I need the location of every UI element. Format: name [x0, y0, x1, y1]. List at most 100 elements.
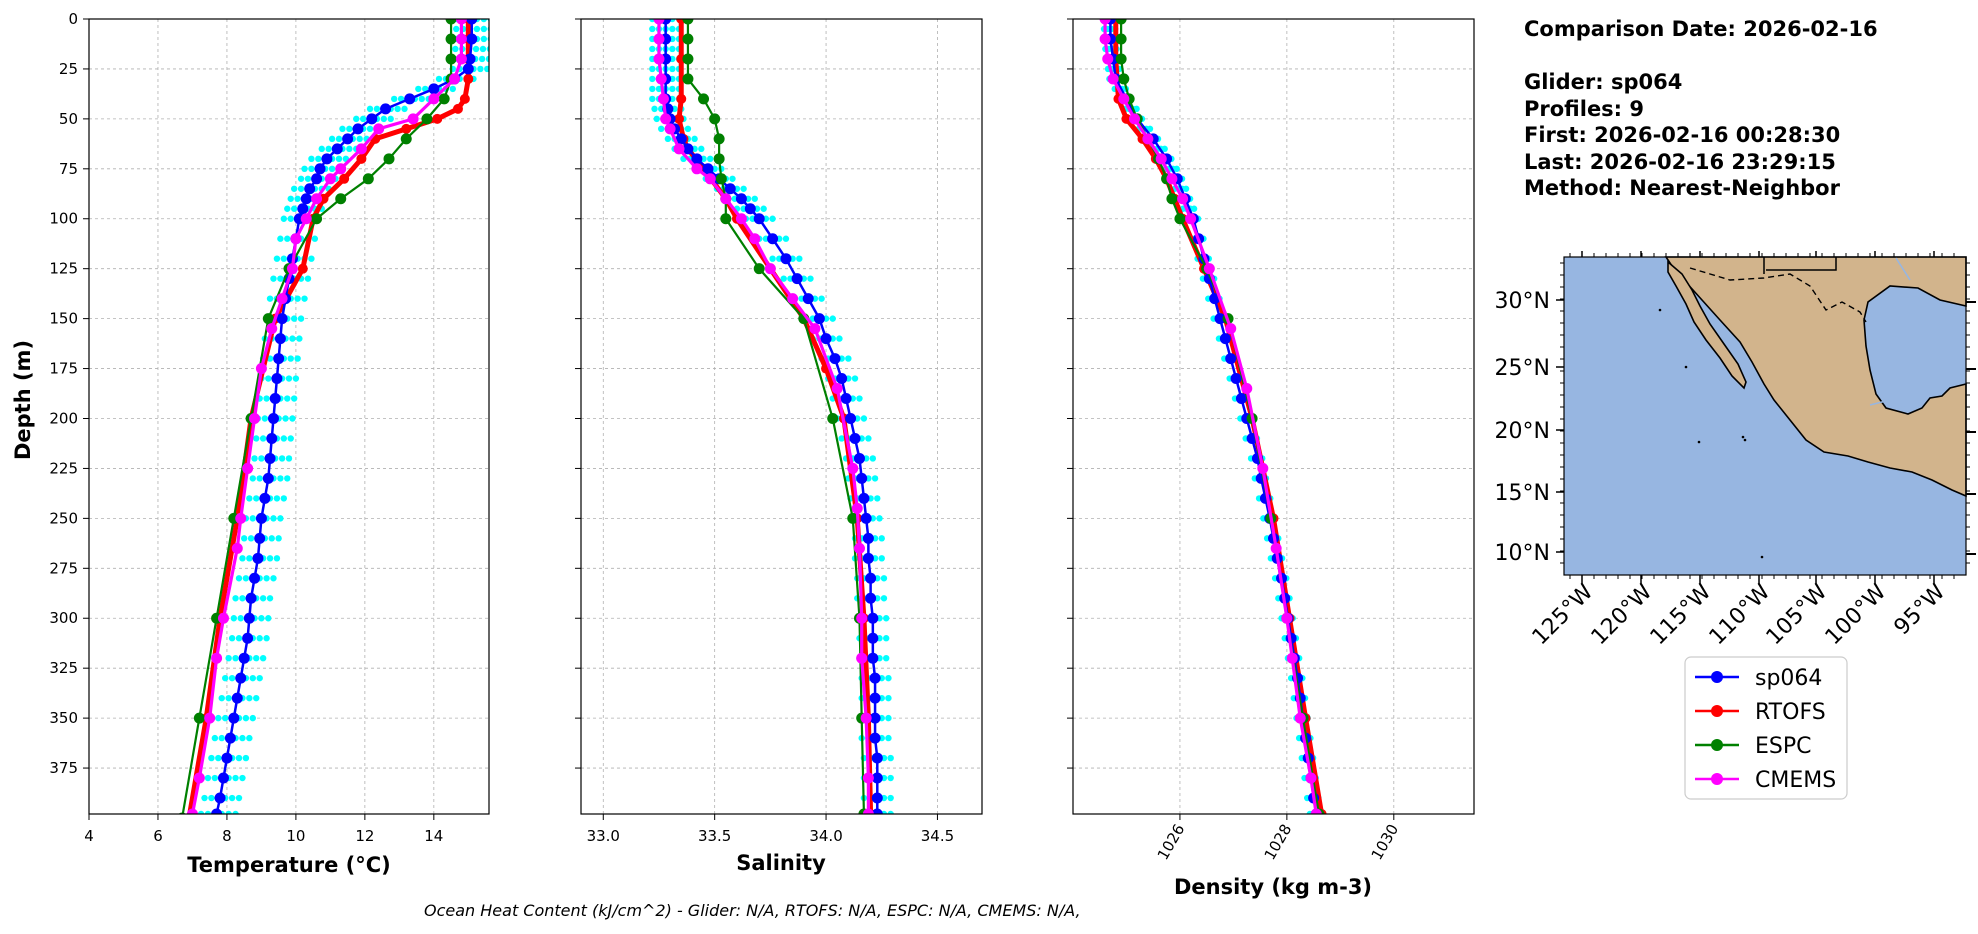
cmems-point — [249, 412, 261, 424]
profile-point — [204, 774, 212, 782]
lat-tick-label: 30°N — [1495, 289, 1550, 314]
sp064-point — [862, 552, 874, 564]
sp064-point — [464, 53, 476, 65]
profile-point — [887, 794, 894, 802]
sp064-point — [352, 123, 364, 135]
profile-point — [807, 275, 814, 282]
profile-point — [287, 215, 294, 222]
cmems-point — [735, 213, 747, 225]
profile-point — [287, 355, 294, 362]
profile-point — [211, 734, 219, 742]
legend-swatch-marker — [1711, 705, 1723, 717]
x-tick-label: 34.5 — [921, 827, 954, 845]
sp064-point — [1235, 393, 1247, 405]
profile-point — [472, 45, 480, 53]
profile-point — [387, 115, 394, 123]
cmems-point — [1203, 263, 1215, 275]
profile-point — [669, 25, 676, 33]
salinity-y-ticks — [575, 18, 581, 769]
sp064-point — [224, 732, 236, 744]
profile-point — [304, 175, 312, 182]
sp064-point — [867, 612, 879, 624]
sp064-point — [274, 333, 286, 345]
cmems-point — [691, 163, 703, 175]
profile-point — [838, 435, 845, 442]
density-grid — [1073, 18, 1474, 814]
sp064-point — [813, 313, 825, 325]
sp064-point — [867, 632, 879, 644]
espc-point — [1118, 73, 1130, 85]
profile-point — [268, 535, 275, 542]
espc-point — [720, 213, 732, 225]
sp064-point — [869, 712, 881, 724]
cmems-point — [655, 73, 667, 85]
sp064-point — [259, 492, 271, 504]
profile-point — [885, 694, 892, 702]
espc-point — [193, 712, 205, 724]
profile-point — [366, 125, 374, 133]
profile-point — [401, 105, 408, 113]
profile-point — [478, 55, 486, 63]
profile-point — [249, 515, 256, 522]
sp064-point — [871, 772, 883, 784]
profile-point — [1146, 125, 1154, 133]
sp064-point — [314, 163, 326, 175]
profile-point — [265, 615, 272, 622]
profile-point — [669, 45, 676, 53]
profile-point — [297, 315, 305, 322]
profile-point — [729, 175, 736, 182]
profile-point — [477, 65, 484, 73]
legend-swatch-marker — [1711, 773, 1723, 785]
lat-tick-label: 20°N — [1495, 419, 1550, 444]
density-y-ticks — [1067, 18, 1073, 769]
sp064-point — [428, 83, 440, 95]
cmems-point — [455, 33, 467, 45]
profile-point — [270, 575, 277, 582]
salinity-axes-frame — [580, 18, 983, 815]
profile-point — [225, 810, 232, 814]
profile-point — [287, 195, 294, 202]
profile-point — [277, 275, 284, 282]
cmems-point — [1099, 19, 1111, 25]
profile-point — [649, 25, 656, 33]
espc-point — [1115, 53, 1127, 65]
profile-point — [263, 395, 270, 402]
profile-point — [280, 255, 288, 262]
rtofs-point — [297, 263, 308, 274]
island-marker — [1658, 308, 1662, 312]
rtofs-point — [401, 123, 412, 134]
profile-point — [256, 475, 263, 482]
cmems-point — [255, 363, 267, 375]
temperature-axis-label: Temperature (°C) — [187, 853, 390, 877]
profile-point — [280, 215, 288, 222]
cmems-point — [1107, 73, 1119, 85]
legend-swatch-marker — [1711, 739, 1723, 751]
profile-point — [253, 654, 260, 662]
profile-point — [874, 495, 881, 502]
profile-point — [239, 595, 246, 602]
profile-point — [664, 135, 672, 143]
sp064-point — [211, 808, 223, 814]
profile-point — [1161, 145, 1168, 153]
profile-point — [266, 555, 274, 562]
profile-point — [253, 694, 260, 702]
profile-point — [277, 475, 284, 482]
baja-california — [1667, 260, 1747, 390]
sp064-point — [404, 93, 416, 105]
profile-point — [836, 335, 843, 342]
cmems-point — [764, 263, 776, 275]
cmems-point — [1155, 153, 1167, 165]
sp064-point — [221, 752, 233, 764]
cmems-point — [300, 213, 312, 225]
lat-tick-label: 25°N — [1495, 356, 1550, 381]
profile-point — [297, 175, 305, 182]
profile-point — [325, 145, 332, 153]
cmems-point — [235, 512, 247, 524]
salinity-panel: 33.0 33.5 34.0 34.5 Salinity — [575, 18, 983, 875]
sp064-point — [1219, 333, 1231, 345]
cmems-point — [1099, 33, 1111, 45]
profile-point — [232, 810, 239, 814]
salinity-grid — [581, 18, 982, 814]
lon-tick-label: 115°W — [1646, 579, 1717, 650]
cmems-point — [193, 772, 205, 784]
